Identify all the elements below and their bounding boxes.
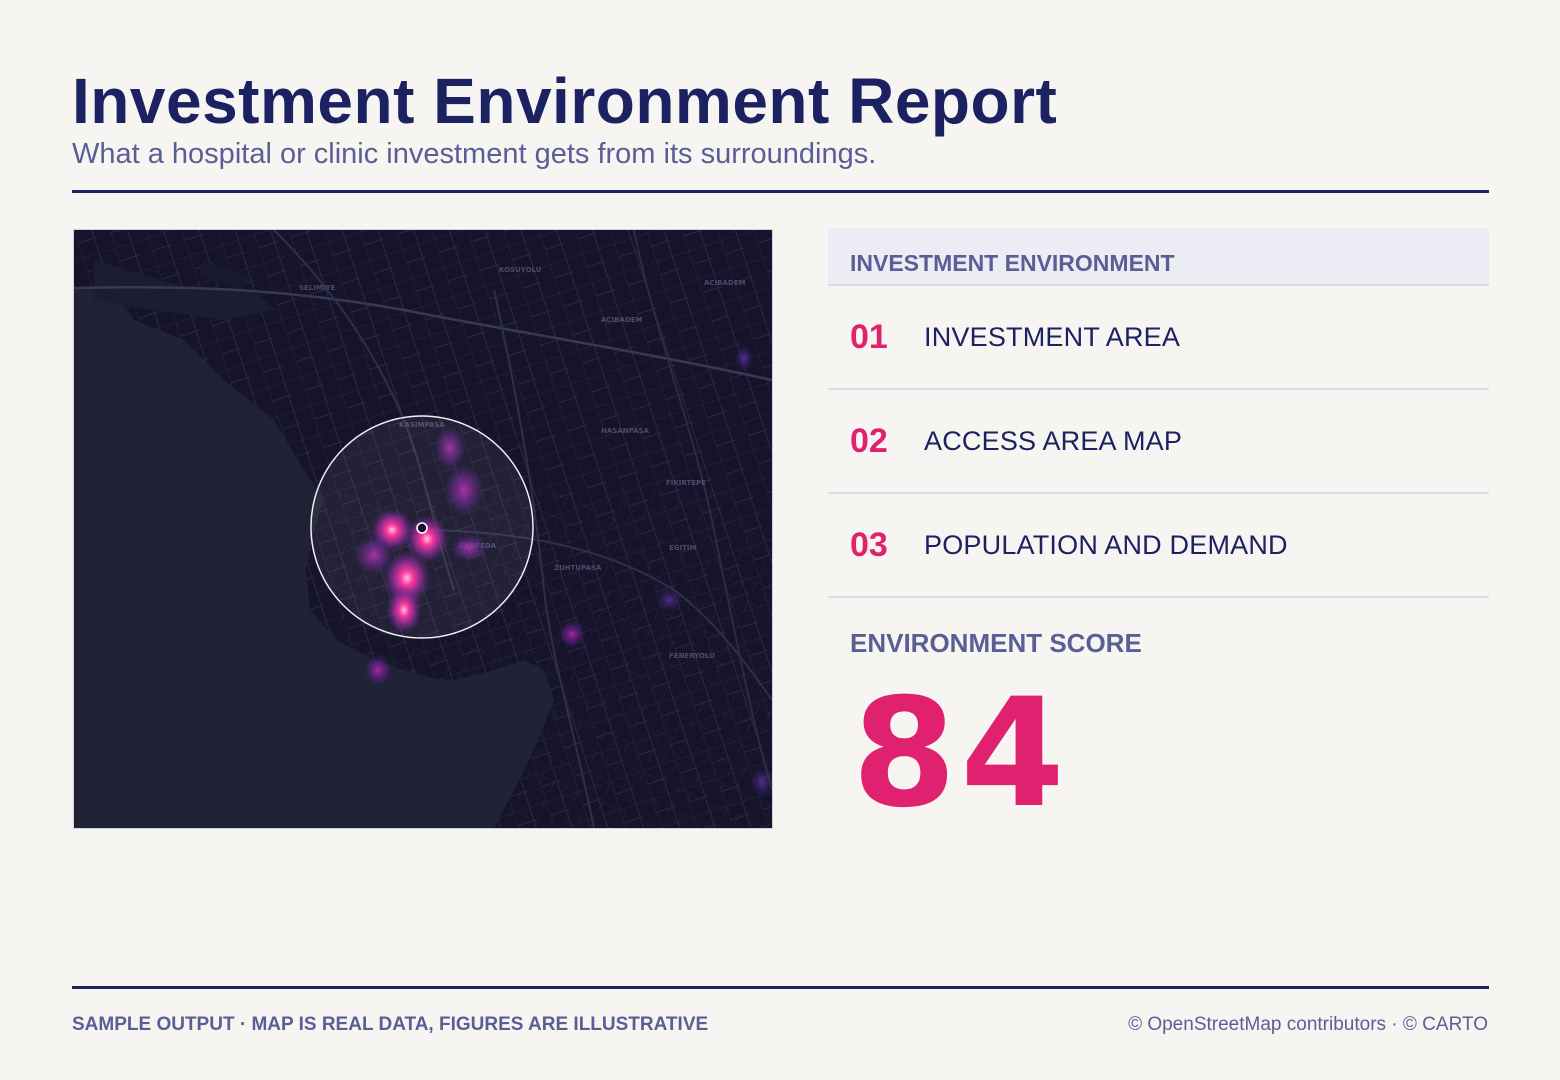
section-item-access-area-map[interactable]: 02 ACCESS AREA MAP [828,390,1489,494]
avenue-4 [633,230,772,791]
panel-header: INVESTMENT ENVIRONMENT [828,228,1489,286]
district-label: ZUHTUPASA [554,564,602,572]
heat-spot [354,535,394,575]
district-label: KASIMPASA [399,421,445,429]
main-road [74,285,772,382]
district-label: FIKIRTEPE [666,479,706,487]
header-divider [72,190,1489,193]
district-label: FENERYOLU [669,652,715,660]
heat-spot [434,426,466,470]
score-value: 84 [852,667,1069,841]
heat-spot [364,654,392,686]
section-item-investment-area[interactable]: 01 INVESTMENT AREA [828,286,1489,390]
section-number: 03 [850,525,888,564]
harbor-pier [94,260,274,320]
investment-environment-panel: INVESTMENT ENVIRONMENT 01 INVESTMENT ARE… [828,228,1489,598]
district-label: EGITIM [669,544,697,552]
harbor-dock [199,260,249,290]
heat-spot [386,586,422,634]
sea-water [74,288,554,828]
heat-spot [750,766,772,798]
site-marker-icon[interactable] [416,522,428,534]
page-title: Investment Environment Report [72,65,1058,137]
footer-divider [72,986,1489,989]
avenue-2 [493,289,595,828]
page-subtitle: What a hospital or clinic investment get… [72,138,877,170]
heat-spot [558,620,586,648]
district-label: ACIBADEM [704,279,746,287]
heat-spot [734,344,754,372]
section-label: POPULATION AND DEMAND [924,529,1288,560]
section-item-population-demand[interactable]: 03 POPULATION AND DEMAND [828,494,1489,598]
heat-spot [444,464,484,516]
district-label: ACIBADEM [601,316,643,324]
map-canvas: KOSUYOLU ACIBADEM ACIBADEM HASANPASA FIK… [74,230,772,828]
footer-attribution: © OpenStreetMap contributors · © CARTO [1128,1014,1488,1035]
district-label: SELIMIYE [299,284,336,292]
section-number: 01 [850,317,888,356]
district-label: HASANPASA [601,427,650,435]
heat-spot [451,534,487,562]
section-number: 02 [850,421,888,460]
heat-spot [655,588,683,612]
section-label: ACCESS AREA MAP [924,425,1183,456]
footer-disclaimer: SAMPLE OUTPUT · MAP IS REAL DATA, FIGURE… [72,1014,709,1035]
score-label: ENVIRONMENT SCORE [850,628,1142,658]
section-label: INVESTMENT AREA [924,321,1181,352]
heat-spot [405,515,449,563]
access-map[interactable]: KOSUYOLU ACIBADEM ACIBADEM HASANPASA FIK… [73,229,773,829]
district-label: KOSUYOLU [499,266,542,274]
